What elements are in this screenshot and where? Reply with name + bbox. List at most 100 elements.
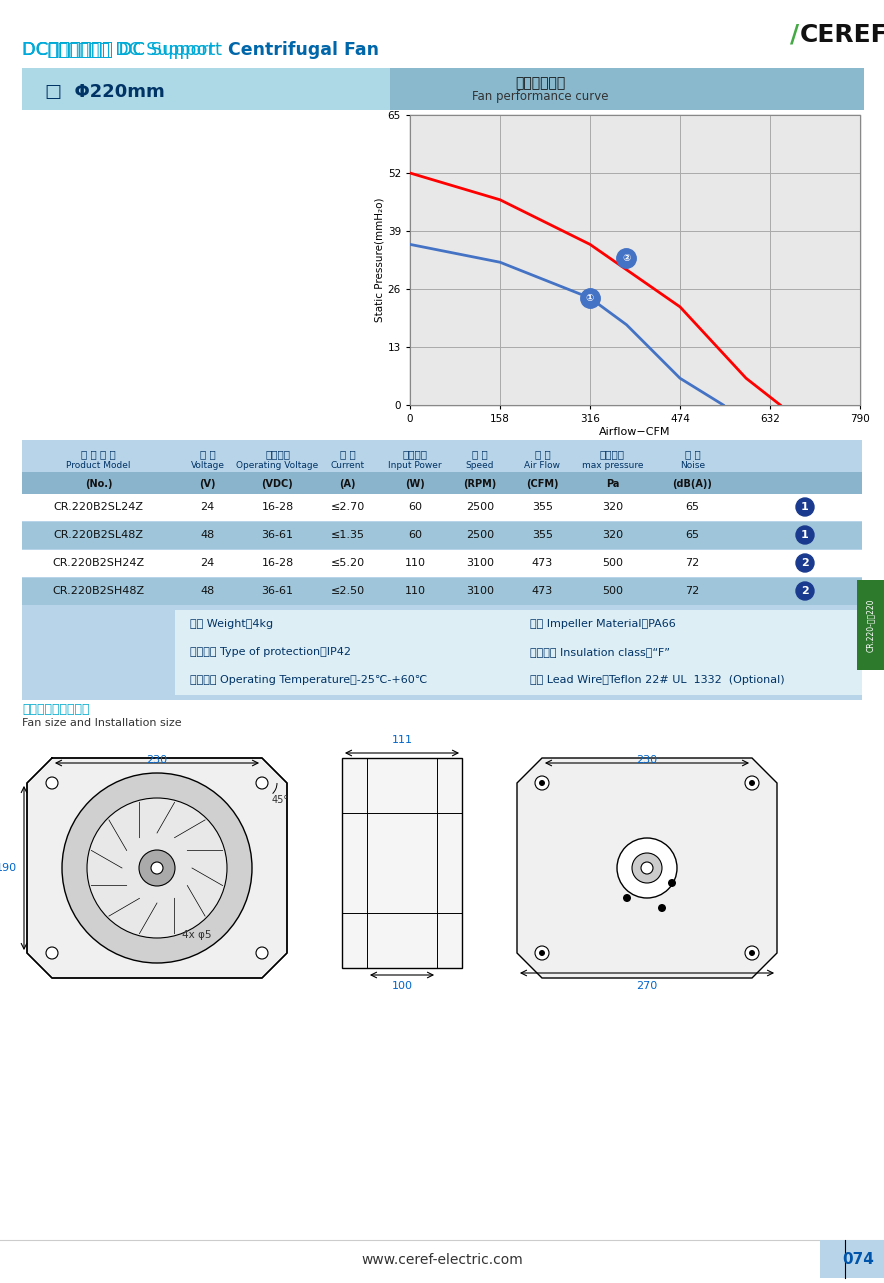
Text: www.ceref-electric.com: www.ceref-electric.com [362, 1253, 522, 1268]
Text: 230: 230 [147, 754, 168, 765]
Circle shape [796, 554, 814, 572]
Circle shape [796, 526, 814, 544]
Text: CR.220B2SL24Z: CR.220B2SL24Z [54, 502, 143, 512]
Text: 65: 65 [685, 502, 699, 512]
Circle shape [535, 776, 549, 790]
Text: (CFM): (CFM) [526, 479, 559, 489]
Text: 473: 473 [532, 586, 553, 597]
Text: 1: 1 [801, 502, 809, 512]
Text: CR.220B2SL48Z: CR.220B2SL48Z [54, 530, 143, 540]
Text: 320: 320 [602, 502, 623, 512]
Text: 190: 190 [0, 863, 17, 872]
Circle shape [256, 777, 268, 789]
Text: 噪 音: 噪 音 [684, 449, 700, 459]
Text: 工作电压: 工作电压 [265, 449, 290, 459]
Text: ≤5.20: ≤5.20 [331, 558, 364, 568]
Text: 16-28: 16-28 [262, 558, 293, 568]
Circle shape [151, 862, 163, 874]
Circle shape [796, 498, 814, 516]
Bar [857, 580, 884, 670]
Text: 65: 65 [685, 530, 699, 540]
Bar [390, 68, 864, 110]
Bar [22, 606, 862, 701]
Text: (W): (W) [405, 479, 425, 489]
Text: 引线 Lead Wire：Teflon 22# UL  1332  (Optional): 引线 Lead Wire：Teflon 22# UL 1332 (Optiona… [530, 675, 785, 685]
Text: Air Flow: Air Flow [524, 462, 560, 471]
Text: (dB(A)): (dB(A)) [673, 479, 713, 489]
Bar [22, 550, 862, 577]
Bar [22, 494, 862, 521]
Text: 风量风压曲线: 风量风压曲线 [514, 76, 565, 90]
Bar [22, 440, 862, 659]
Circle shape [658, 905, 666, 912]
Text: Current: Current [331, 462, 364, 471]
Text: Centrifugal Fan: Centrifugal Fan [228, 41, 379, 59]
Text: DC支架离心风机 DC: DC支架离心风机 DC [22, 41, 151, 59]
Text: 110: 110 [405, 558, 425, 568]
Text: □  Φ220mm: □ Φ220mm [45, 83, 164, 101]
Text: 风叶 Impeller Material：PA66: 风叶 Impeller Material：PA66 [530, 618, 675, 629]
Circle shape [62, 772, 252, 964]
Text: 1: 1 [801, 530, 809, 540]
Text: 48: 48 [201, 586, 215, 597]
Text: 72: 72 [685, 586, 699, 597]
Circle shape [749, 949, 755, 956]
Text: 355: 355 [532, 530, 553, 540]
Text: Operating Voltage: Operating Voltage [236, 462, 318, 471]
Y-axis label: Static Pressure(mmH₂o): Static Pressure(mmH₂o) [375, 198, 385, 322]
Text: 绵缘等级 Insulation class：“F”: 绵缘等级 Insulation class：“F” [530, 647, 670, 657]
Text: 3100: 3100 [466, 558, 494, 568]
Circle shape [796, 582, 814, 600]
Text: 270: 270 [636, 981, 658, 990]
Text: 72: 72 [685, 558, 699, 568]
Text: 110: 110 [405, 586, 425, 597]
Circle shape [668, 879, 676, 887]
Circle shape [745, 946, 759, 960]
Circle shape [46, 777, 58, 789]
Text: /: / [790, 23, 799, 47]
Circle shape [641, 862, 653, 874]
Circle shape [539, 949, 545, 956]
Text: 输入功率: 输入功率 [402, 449, 428, 459]
Text: 230: 230 [636, 754, 658, 765]
Text: CR.220B2SH24Z: CR.220B2SH24Z [52, 558, 145, 568]
Text: ≤2.70: ≤2.70 [331, 502, 364, 512]
Text: 2500: 2500 [466, 502, 494, 512]
Text: DC支架离心风机 DC Support: DC支架离心风机 DC Support [22, 41, 221, 59]
Text: 100: 100 [392, 981, 413, 990]
Text: CEREF: CEREF [800, 23, 884, 47]
Text: 45°: 45° [272, 795, 289, 804]
Text: 16-28: 16-28 [262, 502, 293, 512]
Text: (No.): (No.) [85, 479, 112, 489]
Text: CR.220B2SH48Z: CR.220B2SH48Z [52, 586, 145, 597]
Bar [0, 0, 884, 74]
Text: 最大静压: 最大静压 [600, 449, 625, 459]
Text: (RPM): (RPM) [463, 479, 497, 489]
Text: (A): (A) [339, 479, 355, 489]
Text: Fan size and Installation size: Fan size and Installation size [22, 718, 181, 727]
Text: 111: 111 [392, 735, 413, 745]
Text: 转 速: 转 速 [472, 449, 488, 459]
Circle shape [623, 894, 631, 902]
Text: 2: 2 [801, 586, 809, 597]
Text: Fan performance curve: Fan performance curve [472, 90, 608, 103]
Bar [22, 472, 862, 494]
Bar [22, 579, 862, 606]
Text: 074: 074 [842, 1252, 874, 1268]
Circle shape [256, 947, 268, 958]
Text: 60: 60 [408, 530, 422, 540]
Text: 3100: 3100 [466, 586, 494, 597]
Text: (VDC): (VDC) [262, 479, 293, 489]
Bar [22, 68, 862, 110]
Circle shape [139, 851, 175, 887]
Text: ≤1.35: ≤1.35 [331, 530, 364, 540]
Bar [22, 522, 862, 549]
Bar [410, 115, 860, 405]
Text: 防护等级 Type of protection：IP42: 防护等级 Type of protection：IP42 [190, 647, 351, 657]
Text: (V): (V) [199, 479, 216, 489]
Text: Speed: Speed [466, 462, 494, 471]
Text: 500: 500 [602, 586, 623, 597]
Text: 473: 473 [532, 558, 553, 568]
Circle shape [745, 776, 759, 790]
Text: 重量 Weight：4kg: 重量 Weight：4kg [190, 618, 273, 629]
